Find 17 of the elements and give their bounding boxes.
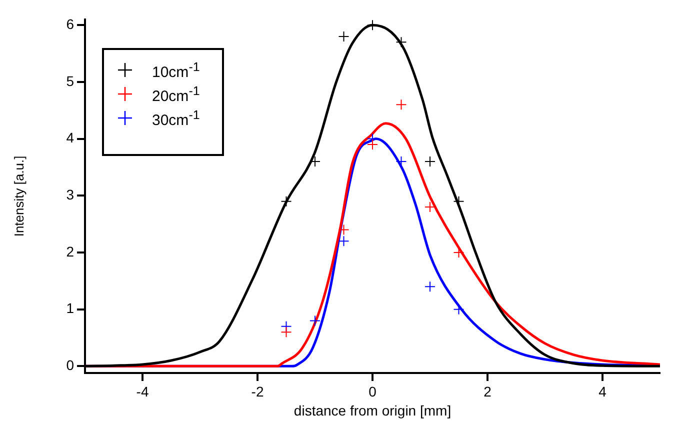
legend-label: 20cm$^{-1}$ (152, 84, 200, 104)
x-tick-label: 2 (484, 383, 492, 400)
legend-label: 30cm$^{-1}$ (152, 108, 200, 128)
x-axis-title: distance from origin [mm] (294, 402, 452, 418)
x-tick-label: 0 (368, 383, 377, 400)
x-tick-label: -4 (136, 383, 149, 400)
y-tick-label: 1 (66, 300, 74, 316)
y-tick-label: 6 (66, 16, 74, 32)
y-tick-label: 3 (66, 186, 74, 202)
y-tick-label: 5 (66, 72, 74, 89)
y-tick-label: 2 (66, 243, 74, 260)
legend-label: 10cm$^{-1}$ (152, 60, 200, 80)
x-tick-label: -2 (251, 383, 264, 400)
x-tick-label: 4 (598, 383, 607, 400)
y-tick-label: 0 (66, 357, 74, 374)
y-axis-title: Intensity [a.u.] (11, 156, 26, 237)
y-tick-label: 4 (66, 130, 74, 146)
